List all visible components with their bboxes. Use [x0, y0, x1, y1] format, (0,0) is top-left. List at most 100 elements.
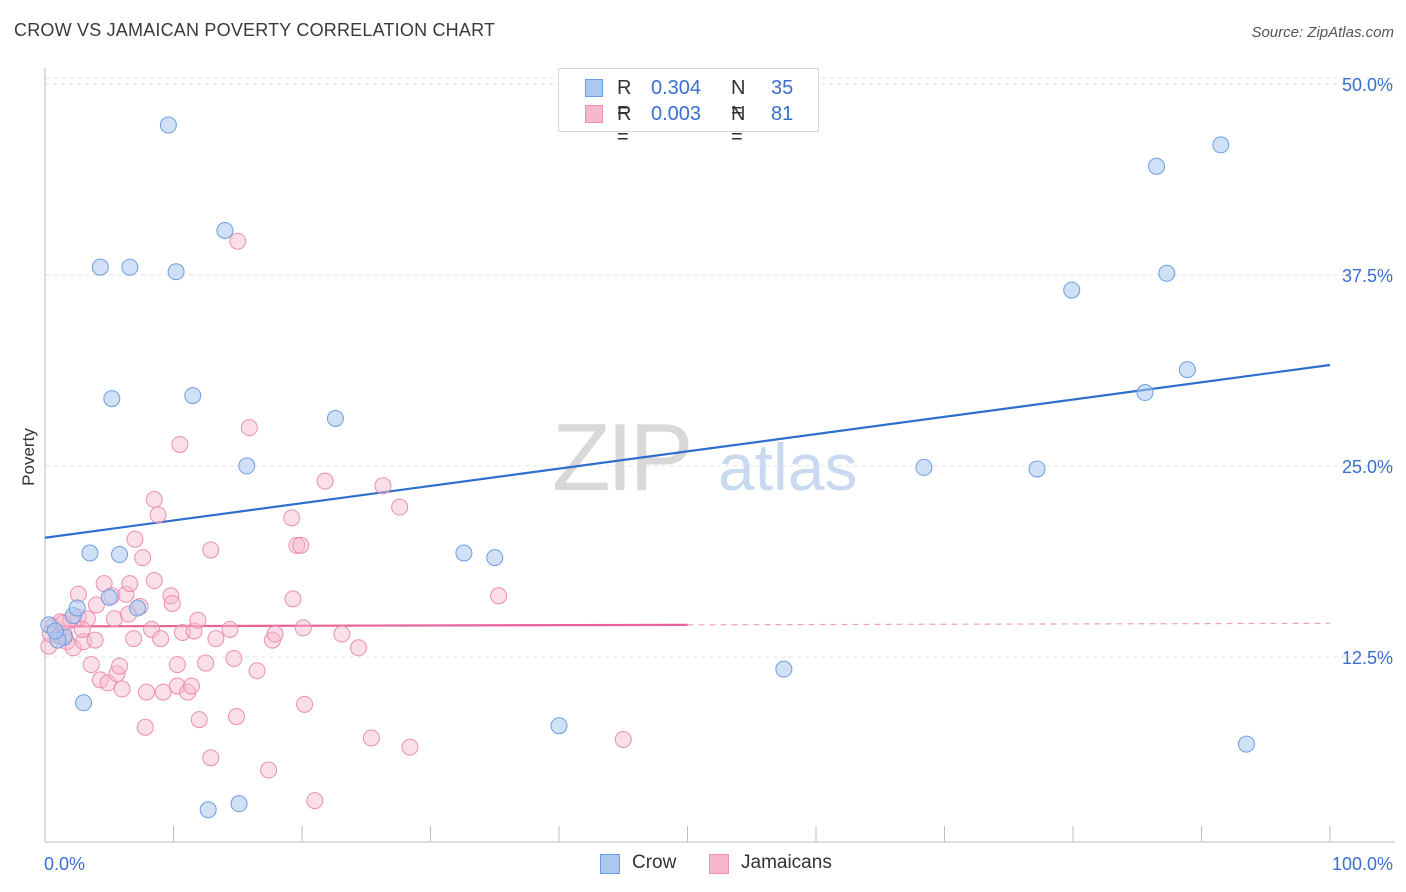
y-tick-label: 50.0%: [1342, 75, 1393, 95]
r-value: 0.003: [651, 103, 702, 125]
jamaicans-point: [99, 674, 117, 692]
jamaicans-point: [490, 587, 508, 605]
jamaicans-point: [134, 549, 152, 567]
jamaicans-point: [350, 639, 368, 657]
jamaicans-point: [284, 590, 302, 608]
watermark: ZIP atlas: [552, 404, 857, 511]
jamaicans-trend-extension: [687, 622, 1331, 626]
jamaicans-point: [145, 491, 163, 509]
crow-point: [1237, 735, 1255, 753]
r-value: 0.304: [651, 77, 702, 99]
jamaicans-point: [283, 509, 301, 527]
crow-point: [238, 457, 256, 475]
crow-point: [199, 801, 217, 819]
jamaicans-point: [113, 680, 131, 698]
crow-point: [1063, 281, 1081, 299]
jamaicans-point: [288, 536, 306, 554]
crow-point: [1028, 460, 1046, 478]
crow-point: [550, 717, 568, 735]
data-points: [40, 116, 1255, 819]
jamaicans-point: [73, 620, 91, 638]
jamaicans-point: [125, 630, 143, 648]
crow-point: [230, 795, 248, 813]
crow-point: [111, 546, 129, 564]
crow-point: [184, 387, 202, 405]
crow-point: [91, 258, 109, 276]
axes: [44, 68, 1395, 843]
crow-trend-line: [44, 363, 1331, 539]
crow-point: [216, 222, 234, 240]
crow-point: [103, 390, 121, 408]
chart-title: CROW VS JAMAICAN POVERTY CORRELATION CHA…: [14, 20, 496, 40]
crow-point: [1212, 136, 1230, 154]
jamaicans-point: [221, 620, 239, 638]
jamaicans-legend-label: Jamaicans: [741, 852, 832, 873]
crow-point: [68, 599, 86, 617]
n-label: N =: [731, 77, 746, 122]
crow-point: [167, 263, 185, 281]
jamaicans-point: [143, 620, 161, 638]
jamaicans-point: [182, 677, 200, 695]
jamaicans-point: [248, 662, 266, 680]
jamaicans-point: [227, 708, 245, 726]
jamaicans-point: [138, 683, 156, 701]
x-tick-label-min: 0.0%: [44, 854, 85, 874]
jamaicans-point: [225, 649, 243, 667]
jamaicans-swatch: [585, 105, 603, 123]
jamaicans-point: [117, 585, 135, 603]
x-tick-label-max: 100.0%: [1332, 854, 1393, 874]
crow-point: [75, 694, 93, 712]
crow-point: [100, 588, 118, 606]
jamaicans-point: [185, 622, 203, 640]
correlation-legend: R = 0.304 N = 35 R = 0.003 N = 81: [558, 68, 819, 148]
jamaicans-point: [87, 596, 105, 614]
jamaicans-point: [316, 472, 334, 490]
jamaicans-point: [401, 738, 419, 756]
jamaicans-point: [168, 656, 186, 674]
jamaicans-point: [292, 536, 310, 554]
jamaicans-point: [86, 631, 104, 649]
n-value: 81: [771, 103, 794, 125]
crow-legend-label: Crow: [632, 852, 677, 873]
jamaicans-point: [111, 657, 129, 675]
r-label: R =: [617, 77, 632, 122]
jamaicans-point: [296, 695, 314, 713]
jamaicans-point: [294, 619, 312, 637]
crow-point: [775, 660, 793, 678]
jamaicans-point: [266, 625, 284, 643]
jamaicans-point: [202, 749, 220, 767]
crow-point: [455, 544, 473, 562]
jamaicans-point: [362, 729, 380, 747]
jamaicans-point: [306, 792, 324, 810]
jamaicans-point: [149, 506, 167, 524]
jamaicans-point: [207, 630, 225, 648]
crow-point: [1148, 157, 1166, 175]
jamaicans-point: [374, 477, 392, 495]
watermark-atlas: atlas: [718, 430, 857, 504]
jamaicans-point: [391, 498, 409, 516]
r-label: R =: [617, 103, 632, 148]
y-tick-label: 12.5%: [1342, 648, 1393, 668]
crow-point: [129, 599, 147, 617]
crow-point: [46, 622, 64, 640]
jamaicans-point: [202, 541, 220, 559]
crow-point: [1178, 361, 1196, 379]
y-tick-label: 25.0%: [1342, 457, 1393, 477]
jamaicans-point: [190, 711, 208, 729]
crow-point: [121, 258, 139, 276]
jamaicans-point: [126, 530, 144, 548]
watermark-zip: ZIP: [552, 404, 689, 511]
jamaicans-point: [145, 572, 163, 590]
jamaicans-point: [168, 677, 186, 695]
crow-point: [326, 410, 344, 428]
jamaicans-point: [229, 232, 247, 250]
crow-point: [486, 549, 504, 567]
crow-point: [1136, 384, 1154, 402]
jamaicans-point: [240, 419, 258, 437]
jamaicans-point: [197, 654, 215, 672]
crow-swatch: [585, 79, 603, 97]
jamaicans-trend-line: [44, 623, 688, 628]
jamaicans-point: [82, 656, 100, 674]
jamaicans-point: [154, 683, 172, 701]
